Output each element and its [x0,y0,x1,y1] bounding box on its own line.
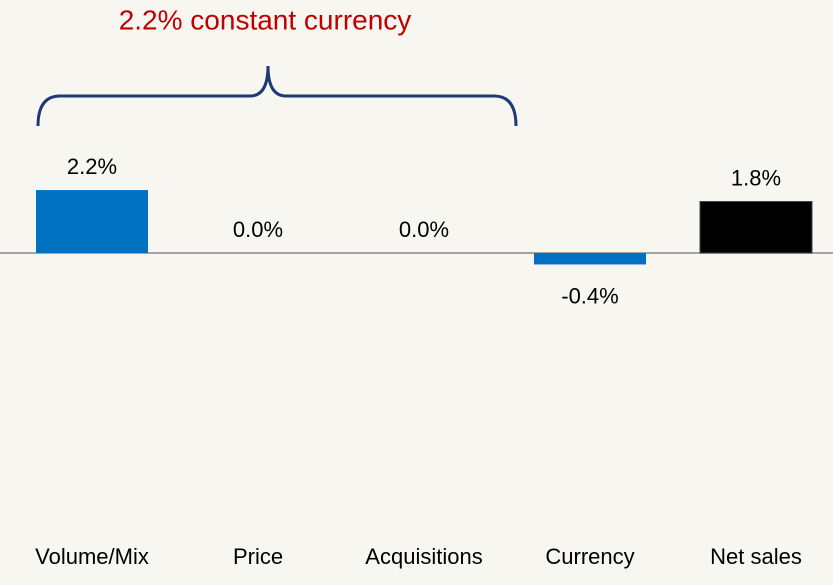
x-tick-label: Net sales [710,544,802,569]
value-label: 0.0% [233,217,283,242]
x-tick-label: Acquisitions [365,544,482,569]
value-label: 1.8% [731,165,781,190]
value-label: -0.4% [561,283,618,308]
bar [699,201,813,254]
value-label: 0.0% [399,217,449,242]
bar [534,253,646,265]
annotation: 2.2% constant currency [119,4,412,35]
x-tick-label: Volume/Mix [35,544,149,569]
value-label: 2.2% [67,154,117,179]
brace [36,65,518,127]
bar [36,190,148,253]
x-tick-label: Currency [545,544,634,569]
x-tick-label: Price [233,544,283,569]
